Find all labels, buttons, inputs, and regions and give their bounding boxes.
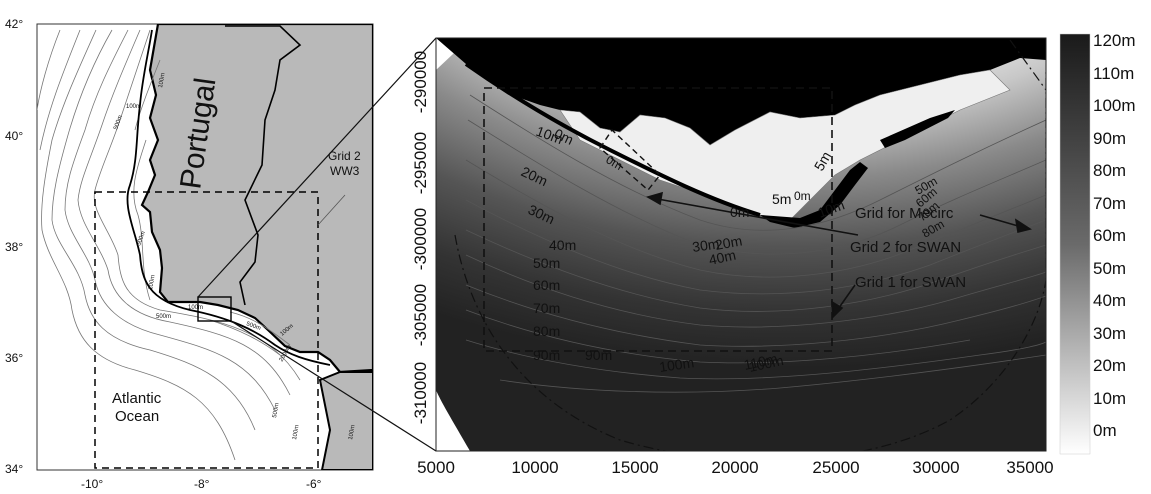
contour-label: 0m (552, 125, 576, 148)
grid-2-swan-box (483, 87, 833, 352)
iberia-land (140, 24, 373, 374)
contour-label: 90m (533, 347, 560, 363)
left-overview-map: 100m 500m 100m 500m 100m 500m 100m 2000m… (5, 17, 374, 491)
colorbar-label: 90m (1093, 129, 1126, 148)
lon-tick-label: -6° (306, 477, 322, 491)
grid2-leader (317, 194, 346, 226)
grid-1-swan-box (599, 128, 661, 192)
contour-label: 30m (691, 235, 720, 255)
barrier-islands (760, 162, 868, 228)
x-tick-label: 15000 (611, 458, 658, 477)
right-y-axis: -290000 -295000 -300000 -305000 -310000 (411, 51, 430, 424)
grid-mecirc-outline (454, 70, 1046, 451)
lat-tick-label: 40° (5, 129, 23, 143)
right-x-axis: 5000 10000 15000 20000 25000 30000 35000 (417, 458, 1054, 477)
isobath-label: 100m (158, 73, 167, 89)
colorbar-label: 10m (1093, 389, 1126, 408)
coastal-isobath (126, 29, 331, 366)
lat-tick-label: 42° (5, 17, 23, 31)
lon-tick-label: -8° (194, 477, 210, 491)
right-map-frame (435, 37, 1047, 452)
isobath-label: 500m (245, 321, 261, 332)
contour-label: 80m (533, 323, 560, 339)
y-tick-label: -290000 (411, 51, 430, 113)
isobath-label: 500m (272, 403, 281, 419)
contour-label: 110m (742, 350, 779, 373)
right-detail-map: 0m 10m 20m 30m 40m 50m 60m 70m 80m 90m 9… (411, 37, 1054, 477)
lat-tick-label: 38° (5, 240, 23, 254)
x-tick-label: 35000 (1006, 458, 1053, 477)
isobath-label: 500m (156, 314, 171, 320)
x-tick-label: 25000 (812, 458, 859, 477)
x-tick-label: 10000 (511, 458, 558, 477)
contour-label: 100m (658, 354, 695, 375)
depth-contours (465, 94, 1046, 393)
y-tick-label: -310000 (411, 362, 430, 424)
colorbar-label: 80m (1093, 161, 1126, 180)
colorbar-label: 30m (1093, 324, 1126, 343)
isobath-label: 100m (148, 275, 157, 291)
ocean-label-line2: Ocean (115, 408, 159, 425)
study-area-box (197, 296, 232, 322)
contour-label: 20m (714, 232, 744, 252)
grid-2-ww3-box (94, 191, 319, 469)
colorbar-label: 40m (1093, 291, 1126, 310)
isobath-label: 100m (292, 425, 301, 441)
colorbar-label: 0m (1093, 421, 1117, 440)
zoom-connector-bottom (230, 320, 437, 452)
contour-label: 40m (549, 237, 576, 253)
isobath-label: 500m (113, 115, 124, 131)
barrier-island-east (880, 110, 955, 148)
y-tick-label: -300000 (411, 208, 430, 270)
ocean-label-line1: Atlantic (112, 390, 162, 407)
colorbar-label: 110m (1093, 64, 1134, 83)
contour-label: 60m (533, 277, 560, 293)
isobath-label: 100m (188, 305, 203, 311)
colorbar-label: 50m (1093, 259, 1126, 278)
colorbar-label: 100m (1093, 96, 1136, 115)
zoom-connector-top (197, 37, 437, 298)
contour-label: 40m (707, 247, 737, 268)
x-tick-label: 5000 (417, 458, 455, 477)
outside-domain-bottom (436, 400, 468, 451)
colorbar-label: 20m (1093, 356, 1126, 375)
colorbar-label: 70m (1093, 194, 1126, 213)
border-line (225, 25, 302, 306)
africa-land (318, 371, 373, 470)
contour-label: 50m (533, 255, 560, 271)
x-tick-label: 30000 (912, 458, 959, 477)
contour-label: 90m (585, 347, 612, 363)
isobath-label: 100m (348, 425, 357, 441)
y-tick-label: -305000 (411, 284, 430, 346)
depth-colorbar: 120m 110m 100m 90m 80m 70m 60m 50m 40m 3… (1059, 31, 1136, 455)
grid2-label-line2: WW3 (330, 164, 360, 178)
contour-label: 5m (772, 191, 791, 207)
lon-tick-label: -10° (81, 477, 103, 491)
grid2-label-line1: Grid 2 (328, 149, 361, 163)
isobath-label: 100m (126, 104, 141, 110)
grid-2-swan-label: Grid 2 for SWAN (850, 239, 961, 256)
isobath-label: 500m (136, 231, 147, 247)
colorbar-label: 120m (1093, 31, 1136, 50)
beach-coastline (464, 62, 761, 217)
isobaths (37, 29, 301, 461)
contour-label: 100m (747, 352, 785, 375)
grid-1-swan-label: Grid 1 for SWAN (855, 274, 966, 291)
grid-mecirc-label: Grid for Mecirc (855, 205, 954, 222)
y-tick-label: -295000 (411, 132, 430, 194)
colorbar-gradient (1059, 33, 1091, 455)
land-black (436, 38, 1046, 145)
left-lon-axis: -10° -8° -6° (81, 477, 322, 491)
lat-tick-label: 36° (5, 351, 23, 365)
lat-tick-label: 34° (5, 462, 23, 476)
annotation-arrows (645, 191, 1032, 319)
contour-label: 0m (730, 204, 749, 220)
contour-label: 0m (794, 189, 811, 203)
x-tick-label: 20000 (711, 458, 758, 477)
left-lat-axis: 42° 40° 38° 36° 34° (5, 17, 23, 476)
contour-label: 70m (533, 300, 560, 316)
colorbar-label: 60m (1093, 226, 1126, 245)
